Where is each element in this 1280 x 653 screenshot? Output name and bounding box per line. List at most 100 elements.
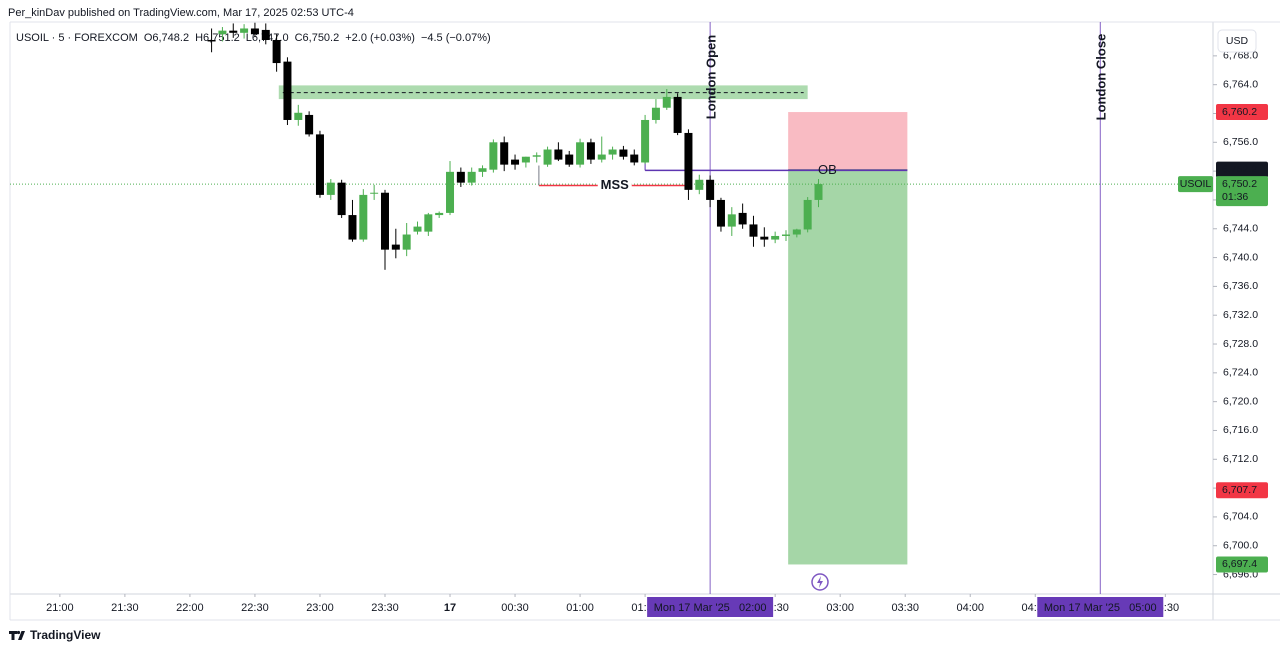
x-tick-label: 21:00 <box>46 602 74 614</box>
candle-body <box>727 214 736 227</box>
y-tick-label: 6,712.0 <box>1223 453 1258 465</box>
candle-body <box>500 142 509 165</box>
candle-body <box>651 107 660 120</box>
candle-body <box>576 142 585 165</box>
candle-body <box>771 235 780 240</box>
x-tick-label: 21:30 <box>111 602 139 614</box>
candle-body <box>478 168 487 172</box>
candle-body <box>565 154 574 165</box>
x-tick-label: 01:00 <box>566 602 594 614</box>
price-label: 6,707.7 <box>1222 484 1257 496</box>
candle-body <box>673 96 682 133</box>
candle-body <box>402 234 411 250</box>
x-tick-label: 04:00 <box>956 602 984 614</box>
candle-body <box>792 229 801 235</box>
x-tick-label: 17 <box>444 602 456 614</box>
x-tick-label: 03:00 <box>826 602 854 614</box>
candle-body <box>641 119 650 163</box>
y-tick-label: 6,740.0 <box>1223 251 1258 263</box>
candle-body <box>305 114 314 135</box>
mss-label-bg <box>597 178 632 193</box>
candle-body <box>315 134 324 195</box>
last-price-label: 6,750.2 <box>1222 178 1257 190</box>
session-label: London Open <box>704 35 719 120</box>
candle-body <box>218 30 227 35</box>
y-tick-label: 6,732.0 <box>1223 309 1258 321</box>
candle-body <box>803 199 812 230</box>
y-tick-label: 6,728.0 <box>1223 338 1258 350</box>
symbol-tag-bg <box>1178 176 1213 193</box>
ohlc-value: O6,748.2 <box>144 32 189 44</box>
y-tick-label: 6,764.0 <box>1223 78 1258 90</box>
ohlc-value: −4.5 (−0.07%) <box>421 32 491 44</box>
candle-body <box>814 184 823 200</box>
candle-body <box>435 212 444 216</box>
session-time-label: Mon 17 Mar '25 02:00 <box>654 602 767 614</box>
candle-body <box>348 215 357 240</box>
candle-body <box>240 28 249 33</box>
countdown: 01:36 <box>1222 191 1248 203</box>
symbol-tag: USOIL <box>1180 178 1212 190</box>
candle-body <box>326 182 335 195</box>
footer-brand: TradingView <box>30 628 101 642</box>
last-price-bg <box>1216 176 1268 207</box>
candle-body <box>619 149 628 157</box>
session-time-bg <box>647 597 774 617</box>
tradingview-logo <box>9 630 25 640</box>
candle-body <box>391 244 400 250</box>
y-tick-label: 6,716.0 <box>1223 424 1258 436</box>
session-time-bg <box>1037 597 1164 617</box>
candle-body <box>446 171 455 213</box>
y-tick-label: 6,744.0 <box>1223 223 1258 235</box>
y-tick-label: 6,756.0 <box>1223 136 1258 148</box>
price-label-bg <box>1216 104 1268 121</box>
candle-body <box>521 156 530 163</box>
candle-body <box>359 194 368 240</box>
candle-body <box>738 212 747 225</box>
price-label-bg <box>1216 161 1268 178</box>
candle-body <box>456 171 465 183</box>
publisher: Per_kinDav published on TradingView.com,… <box>8 7 354 19</box>
y-tick-label: 6,768.0 <box>1223 50 1258 62</box>
candle-body <box>586 142 595 160</box>
alert-icon <box>811 573 829 591</box>
candle-body <box>684 132 693 190</box>
price-axis-bg <box>1213 22 1280 620</box>
candle-body <box>370 192 379 194</box>
candle-body <box>250 28 259 35</box>
x-tick-label: 22:30 <box>241 602 269 614</box>
session-time-label: Mon 17 Mar '25 05:00 <box>1044 602 1157 614</box>
candle-body <box>630 154 639 163</box>
x-tick-label: 23:00 <box>306 602 334 614</box>
price-label-bg <box>1216 556 1268 573</box>
target-zone <box>788 169 908 565</box>
stop-zone <box>788 112 908 170</box>
candle-body <box>781 234 790 236</box>
candle-body <box>706 179 715 200</box>
candle-body <box>207 40 216 42</box>
candle-body <box>272 40 281 64</box>
currency: USD <box>1226 35 1249 47</box>
candle-body <box>424 214 433 232</box>
candle-body <box>380 192 389 250</box>
candle-body <box>695 179 704 190</box>
mss-label: MSS <box>601 177 630 192</box>
y-tick-label: 6,704.0 <box>1223 511 1258 523</box>
ohlc-value: H6,751.2 <box>195 32 240 44</box>
candle-body <box>511 159 520 165</box>
ob-label: OB <box>818 162 837 177</box>
x-tick-label: 00:30 <box>501 602 529 614</box>
candle-body <box>760 236 769 240</box>
x-tick-label: 03:30 <box>891 602 919 614</box>
price-label: 6,760.2 <box>1222 106 1257 118</box>
candle-body <box>413 226 422 232</box>
candle-body <box>749 224 758 237</box>
candle-body <box>229 30 238 33</box>
candle-body <box>532 155 541 157</box>
candle-body <box>467 171 476 183</box>
ohlc-value: C6,750.2 <box>295 32 340 44</box>
candle-body <box>283 61 292 120</box>
x-tick-label: 23:30 <box>371 602 399 614</box>
